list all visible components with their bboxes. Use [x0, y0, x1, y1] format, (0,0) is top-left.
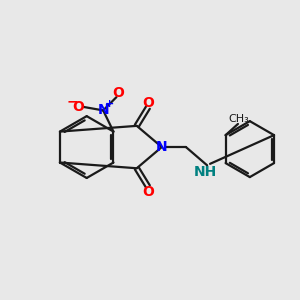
Text: O: O	[72, 100, 84, 114]
Text: N: N	[98, 103, 109, 117]
Text: CH₃: CH₃	[228, 114, 249, 124]
Text: +: +	[105, 99, 114, 109]
Text: N: N	[156, 140, 168, 154]
Text: O: O	[112, 86, 124, 100]
Text: NH: NH	[194, 165, 217, 179]
Text: −: −	[66, 94, 78, 109]
Text: O: O	[142, 184, 154, 199]
Text: O: O	[142, 96, 154, 110]
